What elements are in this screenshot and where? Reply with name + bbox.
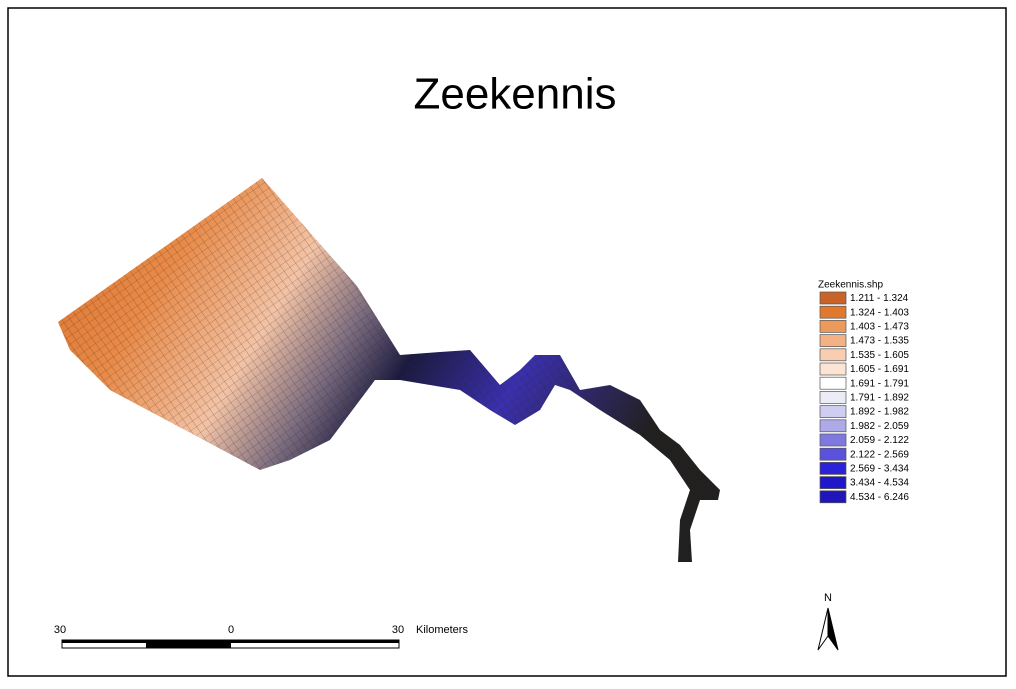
legend-label: 2.569 - 3.434: [850, 464, 909, 475]
legend-label: 1.791 - 1.892: [850, 393, 909, 404]
legend-label: 3.434 - 4.534: [850, 478, 909, 489]
page: {"title": "Zeekennis", "legend": {"title…: [0, 0, 1016, 684]
legend-label: 1.211 - 1.324: [850, 293, 909, 304]
scale-unit: Kilometers: [416, 624, 468, 636]
map-title: Zeekennis: [413, 70, 616, 119]
legend-label: 1.324 - 1.403: [850, 307, 909, 318]
legend-swatch: [820, 377, 846, 389]
legend-swatch: [820, 434, 846, 446]
legend-label: 1.535 - 1.605: [850, 350, 909, 361]
legend-swatch: [820, 306, 846, 318]
legend-swatch: [820, 363, 846, 375]
legend-swatch: [820, 406, 846, 418]
north-label: N: [824, 592, 832, 604]
legend-swatch: [820, 491, 846, 503]
legend-swatch: [820, 462, 846, 474]
legend-label: 1.691 - 1.791: [850, 378, 909, 389]
legend-swatch: [820, 448, 846, 460]
legend-label: 1.892 - 1.982: [850, 407, 909, 418]
legend-label: 2.122 - 2.569: [850, 449, 909, 460]
legend-swatch: [820, 420, 846, 432]
scale-label: 30: [392, 624, 404, 636]
legend-title: Zeekennis.shp: [818, 280, 883, 291]
legend-swatch: [820, 292, 846, 304]
legend-label: 4.534 - 6.246: [850, 492, 909, 503]
legend-label: 1.403 - 1.473: [850, 322, 909, 333]
map-layout: Zeekennis Zeekennis.shp 1.211 - 1.324 1.3…: [0, 0, 1016, 684]
legend-label: 1.605 - 1.691: [850, 364, 909, 375]
legend-swatch: [820, 477, 846, 489]
scale-label: 0: [228, 624, 234, 636]
scale-label: 30: [54, 624, 66, 636]
legend-swatch: [820, 320, 846, 332]
legend-swatch: [820, 349, 846, 361]
legend-label: 2.059 - 2.122: [850, 435, 909, 446]
legend-swatch: [820, 391, 846, 403]
legend-label: 1.473 - 1.535: [850, 336, 909, 347]
legend-swatch: [820, 335, 846, 347]
legend-label: 1.982 - 2.059: [850, 421, 909, 432]
